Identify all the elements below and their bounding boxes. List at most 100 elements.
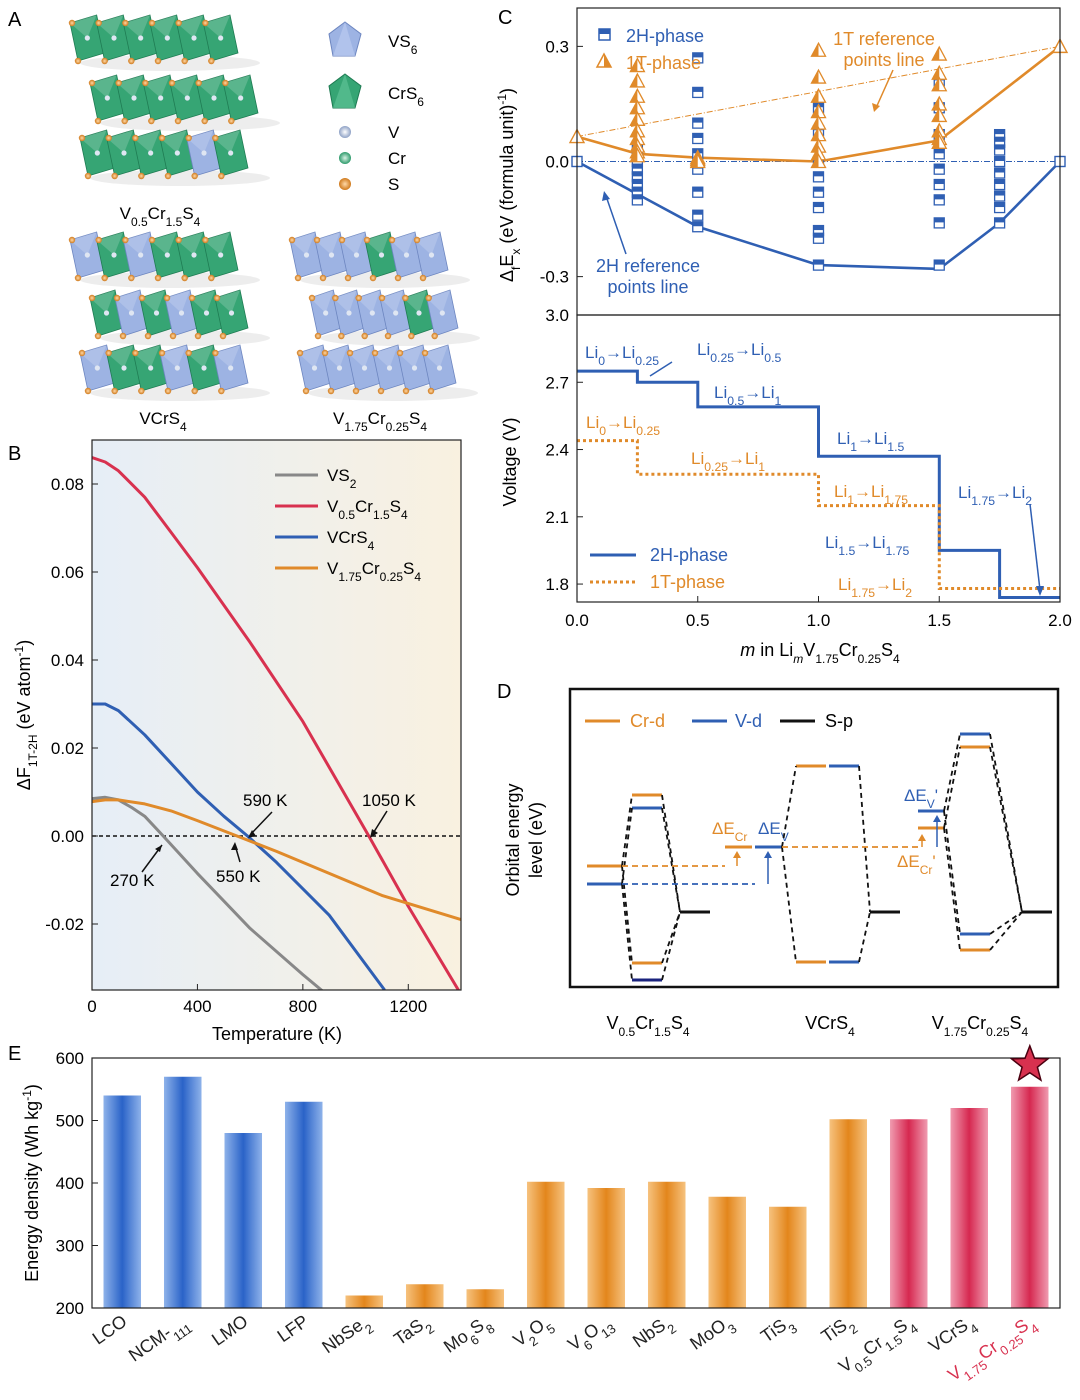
x-tick-label: 1200 xyxy=(389,997,427,1016)
data-point-1t-fill xyxy=(932,108,940,122)
y-tick-label: -0.02 xyxy=(45,915,84,934)
annotation-550k: 550 K xyxy=(216,867,261,886)
category-label: NbSe2 xyxy=(318,1311,376,1363)
crystal-structures xyxy=(68,14,480,401)
data-point-2h-fill xyxy=(934,260,945,265)
y-tick-label: 300 xyxy=(56,1237,84,1256)
y-tick-label: 0.0 xyxy=(545,153,569,172)
category-label: Mo6S8 xyxy=(440,1311,497,1362)
category-label: NCM-111 xyxy=(125,1311,195,1371)
data-point-2h-fill xyxy=(994,217,1005,223)
data-point-2h-fill xyxy=(994,137,1005,142)
y-tick-label: 0.02 xyxy=(51,739,84,758)
category-label: MoO3 xyxy=(686,1311,739,1359)
bar xyxy=(224,1133,263,1308)
crs6-octahedron-icon xyxy=(328,73,362,109)
diagram-d-label-col1: V0.5Cr1.5S4 xyxy=(606,1013,689,1039)
step-label-2h: Li0.25→Li0.5 xyxy=(697,340,781,365)
category-label: LCO xyxy=(89,1311,131,1349)
x-tick-label: 1.5 xyxy=(927,611,951,630)
plot-b-annotations: 270 K 550 K 590 K 1050 K xyxy=(110,791,417,890)
data-point-2h-fill xyxy=(692,221,703,227)
plot-c-top-ylabel: ΔfEx (eV (formula unit)-1) xyxy=(495,88,523,282)
data-point-2h-fill xyxy=(632,179,643,185)
bar xyxy=(829,1119,868,1308)
panel-b: B 0 400 800 1200 -0.02 0.00 0.02 0.04 0.06 0.08 T… xyxy=(8,439,462,1044)
y-tick-label: 0.08 xyxy=(51,475,84,494)
data-point-2h-fill xyxy=(692,87,703,92)
diagram-d-legend: Cr-d V-d S-p xyxy=(585,711,853,731)
series-line xyxy=(92,702,386,990)
y-tick-label: 3.0 xyxy=(545,306,569,325)
data-point-2h-fill xyxy=(994,202,1005,208)
y-tick-label: 2.4 xyxy=(545,441,569,460)
panel-b-letter: B xyxy=(8,443,21,465)
crystal-slab xyxy=(68,231,260,288)
plot-b-frame xyxy=(91,439,462,991)
data-point-2h-fill xyxy=(994,144,1005,150)
bar xyxy=(647,1181,686,1308)
structure-label-v175cr025s4: V1.75Cr0.25S4 xyxy=(333,409,427,434)
crystal-slab xyxy=(288,231,470,288)
y-tick-label: 0.00 xyxy=(51,827,84,846)
voltage-step-labels: Li0→Li0.25 Li0.25→Li0.5 Li0.5→Li1 Li1→Li1.5… xyxy=(585,340,1044,600)
bar xyxy=(587,1188,626,1308)
annotation-1t-ref-line-1: 1T reference xyxy=(833,29,935,49)
s-atom-icon xyxy=(339,178,351,190)
legend-c-bottom-2h: 2H-phase xyxy=(650,545,728,565)
v-atom-icon xyxy=(339,126,351,138)
crystal-slab xyxy=(296,344,478,401)
plot-b-axes: 0 400 800 1200 -0.02 0.00 0.02 0.04 0.06 0.08 xyxy=(45,475,461,1016)
y-tick-label: 2.7 xyxy=(545,373,569,392)
legend-c-2h: 2H-phase xyxy=(626,26,704,46)
x-tick-label: 0.5 xyxy=(686,611,710,630)
plot-c-bottom: 1.8 2.1 2.4 2.7 3.0 0.0 0.5 1.0 1.5 2.0 xyxy=(545,306,1071,630)
vs6-octahedron-icon xyxy=(328,21,362,57)
data-point-2h-fill xyxy=(994,191,1005,196)
category-label: VCrS4 xyxy=(925,1311,981,1362)
panel-d-letter: D xyxy=(497,681,511,703)
bar xyxy=(768,1206,807,1308)
data-point-1t-fill xyxy=(690,154,698,168)
data-point-1t-fill xyxy=(630,73,638,87)
data-point-2h-fill xyxy=(813,260,824,265)
panel-c: C -0.3 0.0 0.3 1.8 2.1 2.4 2.7 3.0 0.0 0.5 1.0 1.5… xyxy=(495,7,1072,666)
data-point-1t-fill xyxy=(811,89,819,103)
reference-points-line xyxy=(576,160,1061,271)
data-point-1t-fill xyxy=(630,112,638,126)
data-point-2h-fill xyxy=(632,187,643,192)
data-point-2h-fill xyxy=(692,133,703,138)
data-point-1t-fill xyxy=(811,116,819,130)
data-point-2h-fill xyxy=(632,171,643,177)
bar xyxy=(526,1181,565,1308)
annotation-arrow-590k xyxy=(249,811,273,836)
y-tick-label: 0.3 xyxy=(545,37,569,56)
legend-d-sp: S-p xyxy=(825,711,853,731)
diagram-d-label-col2: VCrS4 xyxy=(805,1013,855,1039)
y-tick-label: 400 xyxy=(56,1174,84,1193)
bar xyxy=(163,1076,202,1308)
legend-d-crd: Cr-d xyxy=(630,711,665,731)
y-tick-label: -0.3 xyxy=(540,268,569,287)
bar xyxy=(889,1119,928,1308)
bar xyxy=(466,1289,505,1308)
category-label: LFP xyxy=(274,1311,313,1346)
structure-label-v05cr15s4: V0.5Cr1.5S4 xyxy=(120,204,201,229)
voltage-step-line xyxy=(577,369,1060,599)
legend-vs6: VS6 xyxy=(388,32,418,57)
y-tick-label: 200 xyxy=(56,1299,84,1318)
crystal-slab xyxy=(68,14,260,71)
step-label-arrow xyxy=(1029,503,1041,591)
legend-cr: Cr xyxy=(388,149,406,168)
y-tick-label: 2.1 xyxy=(545,508,569,527)
step-label-1t: Li0→Li0.25 xyxy=(586,413,660,438)
bar xyxy=(345,1295,384,1308)
x-tick-label: 800 xyxy=(289,997,317,1016)
panel-e: E 200 300 400 500 600 Energy density (Wh kg-… xyxy=(8,1043,1061,1385)
voltage-step-line xyxy=(577,439,1060,590)
plot-b-xlabel: Temperature (K) xyxy=(212,1024,342,1044)
data-point-2h-fill xyxy=(994,156,1005,161)
data-point-1t-fill xyxy=(630,100,638,114)
legend-crs6: CrS6 xyxy=(388,84,424,109)
data-point-1t-fill xyxy=(630,148,638,162)
